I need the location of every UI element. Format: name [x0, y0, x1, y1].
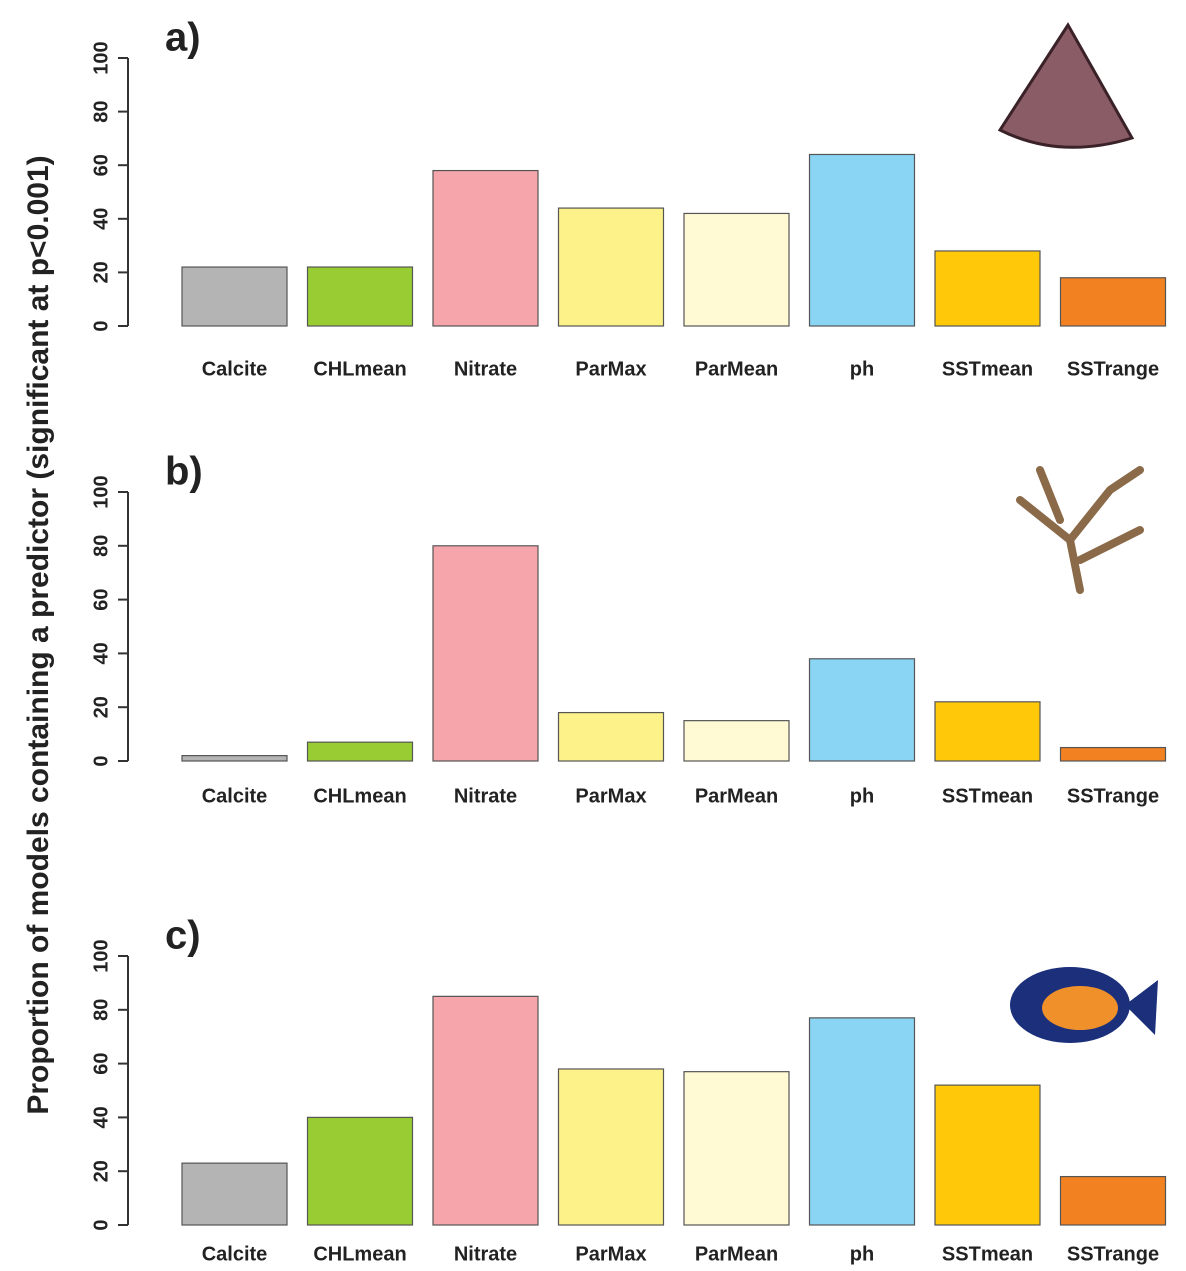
bar	[557, 1068, 665, 1226]
y-tick-label: 40	[90, 642, 112, 664]
panel-title: b)	[165, 450, 203, 494]
snail-icon	[997, 22, 1135, 149]
x-tick-label: CHLmean	[313, 358, 406, 380]
y-tick-label: 0	[90, 755, 112, 766]
bar	[557, 711, 665, 762]
y-tick-label: 20	[90, 1160, 112, 1182]
bar	[181, 755, 288, 762]
bar	[1059, 1175, 1167, 1226]
y-tick-label: 80	[90, 535, 112, 557]
panel-title: a)	[165, 16, 201, 60]
bar	[1059, 746, 1167, 762]
bar	[432, 169, 539, 327]
x-tick-label: Nitrate	[454, 358, 517, 380]
x-tick-label: Calcite	[202, 358, 268, 380]
y-tick-label: 20	[90, 261, 112, 283]
x-tick-label: SSTmean	[942, 358, 1033, 380]
x-tick-label: ParMax	[575, 358, 646, 380]
bar	[432, 545, 539, 762]
x-tick-label: SSTrange	[1067, 785, 1159, 807]
x-tick-label: ParMax	[575, 1243, 646, 1265]
bar	[808, 1017, 916, 1226]
x-tick-label: ParMean	[695, 785, 778, 807]
x-tick-label: SSTrange	[1067, 1243, 1159, 1265]
fish-icon	[1010, 967, 1158, 1043]
bar	[934, 250, 1041, 327]
x-tick-label: ParMean	[695, 1243, 778, 1265]
x-tick-label: ParMean	[695, 358, 778, 380]
bar	[683, 1071, 790, 1226]
x-tick-label: Nitrate	[454, 785, 517, 807]
bar	[808, 658, 916, 762]
bar	[683, 720, 790, 762]
bar	[808, 153, 916, 327]
x-tick-label: SSTrange	[1067, 358, 1159, 380]
y-tick-label: 80	[90, 999, 112, 1021]
y-tick-label: 0	[90, 320, 112, 331]
bar	[306, 1116, 414, 1226]
x-tick-label: SSTmean	[942, 785, 1033, 807]
bar	[934, 1084, 1041, 1226]
bar	[306, 266, 414, 327]
bar	[181, 266, 288, 327]
y-tick-label: 100	[90, 41, 112, 74]
bar	[432, 995, 539, 1226]
y-tick-label: 40	[90, 208, 112, 230]
y-tick-label: 60	[90, 588, 112, 610]
y-tick-label: 60	[90, 1052, 112, 1074]
x-tick-label: ParMax	[575, 785, 646, 807]
coral-icon	[1016, 466, 1144, 594]
y-tick-label: 20	[90, 696, 112, 718]
bar	[683, 212, 790, 327]
y-axis-label: Proportion of models containing a predic…	[22, 155, 55, 1114]
y-tick-label: 60	[90, 154, 112, 176]
x-tick-label: ph	[850, 358, 874, 380]
x-tick-label: CHLmean	[313, 1243, 406, 1265]
bar	[934, 701, 1041, 762]
x-tick-label: SSTmean	[942, 1243, 1033, 1265]
bar	[1059, 277, 1167, 327]
bar	[557, 207, 665, 327]
x-tick-label: Nitrate	[454, 1243, 517, 1265]
x-tick-label: Calcite	[202, 1243, 268, 1265]
bar	[181, 1162, 288, 1226]
y-tick-label: 100	[90, 475, 112, 508]
x-tick-label: CHLmean	[313, 785, 406, 807]
y-tick-label: 80	[90, 100, 112, 122]
x-tick-label: ph	[850, 785, 874, 807]
bar	[306, 741, 414, 762]
x-tick-label: Calcite	[202, 785, 268, 807]
y-tick-label: 0	[90, 1219, 112, 1230]
panel-title: c)	[165, 914, 201, 958]
y-tick-label: 100	[90, 939, 112, 972]
x-tick-label: ph	[850, 1243, 874, 1265]
y-tick-label: 40	[90, 1106, 112, 1128]
